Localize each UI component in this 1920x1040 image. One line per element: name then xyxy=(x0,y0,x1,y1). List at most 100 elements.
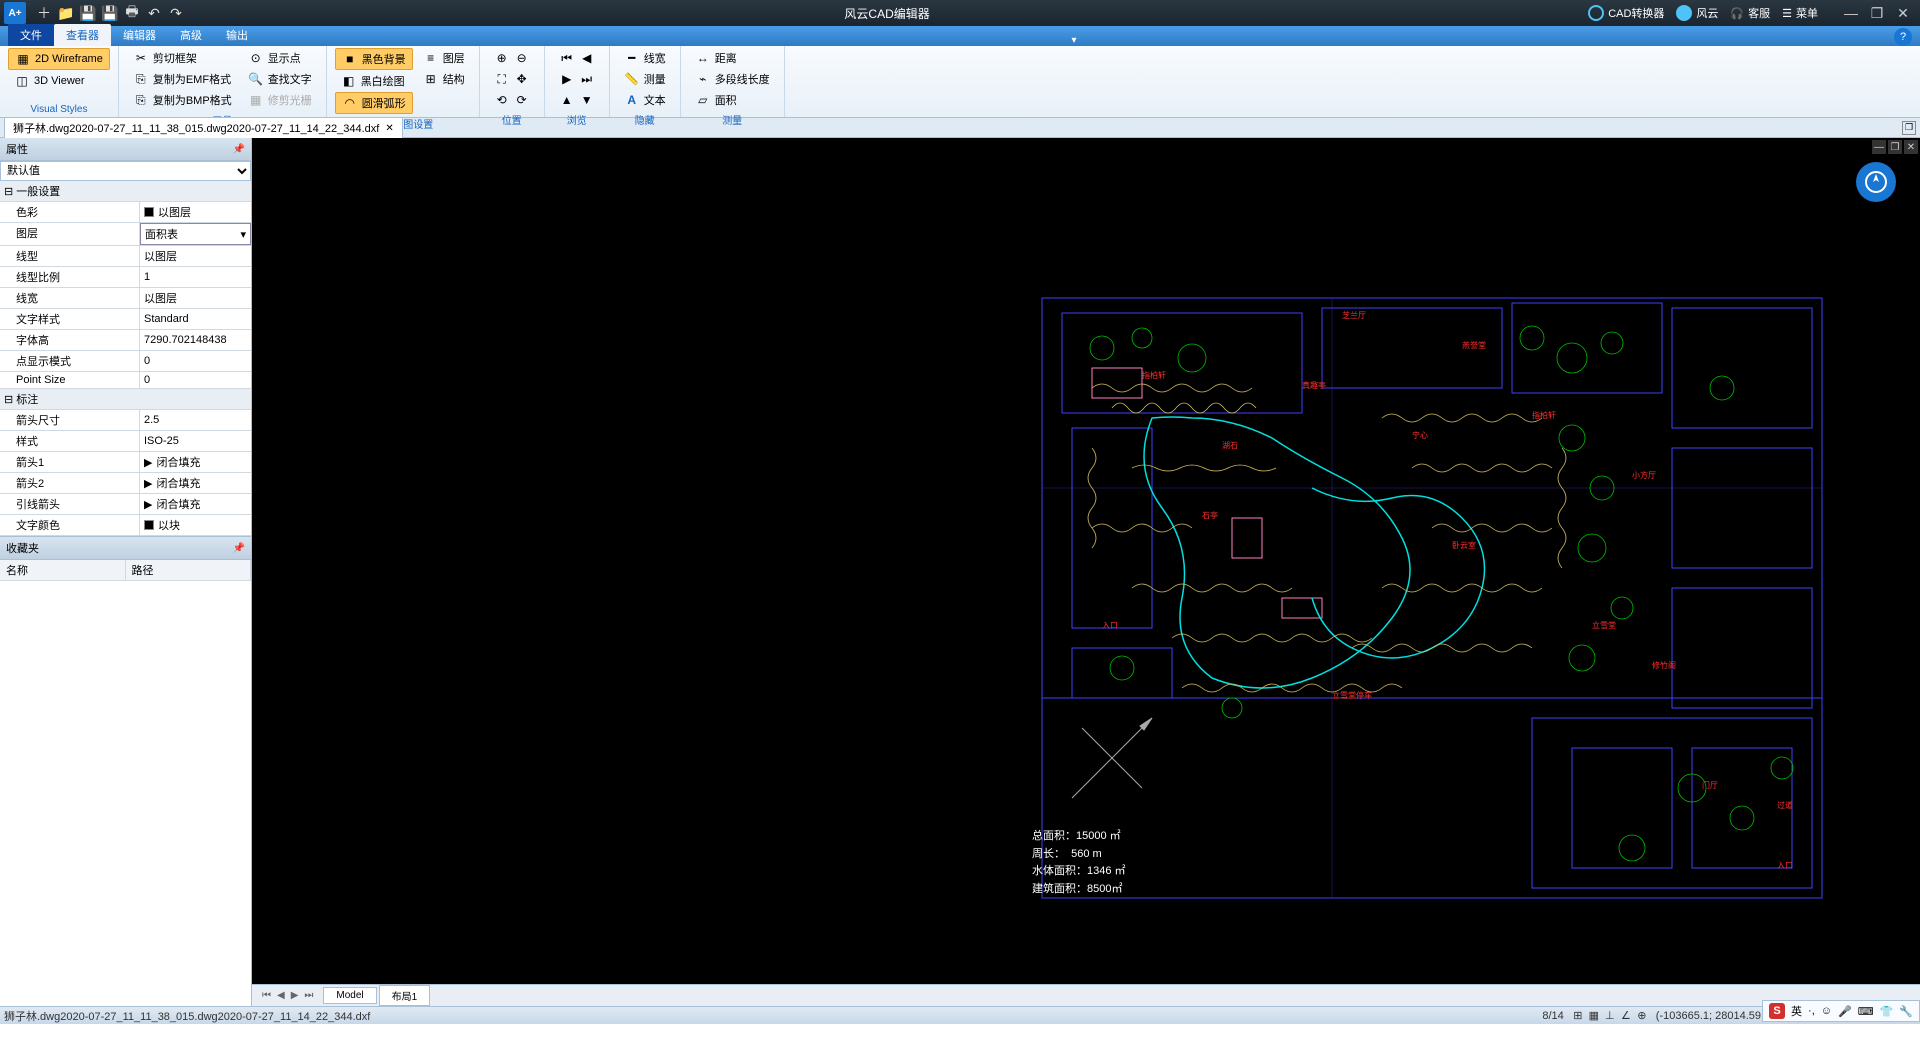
pos-btn-1[interactable]: ⊕⊖ xyxy=(488,48,536,68)
document-tab-close-icon[interactable]: ✕ xyxy=(385,123,393,134)
cad-converter-button[interactable]: CAD转换器 xyxy=(1588,5,1664,21)
color-swatch xyxy=(144,207,154,217)
tab-advanced[interactable]: 高级 xyxy=(168,24,214,46)
ribbon-collapse-caret-icon[interactable]: ▾ xyxy=(1071,35,1076,46)
qat-print-icon[interactable]: 🖶 xyxy=(122,3,142,23)
menu-label: 菜单 xyxy=(1796,5,1818,21)
model-tab[interactable]: Model xyxy=(323,987,376,1004)
default-value-select[interactable]: 默认值 xyxy=(0,161,251,181)
qat-undo-icon[interactable]: ↶ xyxy=(144,3,164,23)
arrow-icon: ▶ xyxy=(144,498,152,511)
chevron-down-icon[interactable]: ▾ xyxy=(240,228,246,241)
angle-icon[interactable]: ∠ xyxy=(1618,1008,1634,1024)
prop-leader[interactable]: 引线箭头▶闭合填充 xyxy=(0,494,251,515)
nav-prev-icon[interactable]: ◀ xyxy=(275,990,287,1001)
qat-open-icon[interactable]: 📁 xyxy=(56,3,76,23)
document-tab[interactable]: 狮子林.dwg2020-07-27_11_11_38_015.dwg2020-0… xyxy=(4,117,403,138)
maximize-button[interactable]: ❐ xyxy=(1868,4,1886,22)
trim-raster-button[interactable]: ▦修剪光栅 xyxy=(242,90,318,110)
find-text-button[interactable]: 🔍查找文字 xyxy=(242,69,318,89)
menu-button[interactable]: ☰菜单 xyxy=(1782,5,1818,21)
prop-ltscale[interactable]: 线型比例1 xyxy=(0,267,251,288)
tab-viewer[interactable]: 查看器 xyxy=(54,24,111,46)
tab-file[interactable]: 文件 xyxy=(8,24,54,46)
nav-first-icon[interactable]: ⏮ xyxy=(260,990,273,1001)
smooth-arc-button[interactable]: ◠圆滑弧形 xyxy=(335,92,413,114)
restore-down-icon[interactable]: ❐ xyxy=(1902,121,1916,135)
layout-tab[interactable]: 布局1 xyxy=(379,985,431,1006)
area-button[interactable]: ▱面积 xyxy=(689,90,776,110)
copy-bmp-button[interactable]: ⎘复制为BMP格式 xyxy=(127,90,238,110)
pin-icon[interactable]: 📌 xyxy=(233,543,245,554)
black-bg-button[interactable]: ■黑色背景 xyxy=(335,48,413,70)
prop-dimstyle[interactable]: 样式ISO-25 xyxy=(0,431,251,452)
canvas-max-icon[interactable]: ❐ xyxy=(1888,140,1902,154)
prop-pointsize[interactable]: Point Size0 xyxy=(0,372,251,389)
browse-btn-2[interactable]: ▶⏭ xyxy=(553,69,601,89)
prop-color[interactable]: 色彩以图层 xyxy=(0,202,251,223)
view-cube-button[interactable] xyxy=(1856,162,1896,202)
snap-icon[interactable]: ⊞ xyxy=(1570,1008,1586,1024)
ime-voice-icon[interactable]: 🎤 xyxy=(1838,1005,1852,1018)
pos-btn-3[interactable]: ⟲⟳ xyxy=(488,90,536,110)
qat-saveall-icon[interactable]: 💾 xyxy=(100,3,120,23)
section-general[interactable]: ⊟ 一般设置 xyxy=(0,181,251,202)
browse-btn-3[interactable]: ▲▼ xyxy=(553,90,601,110)
qat-new-icon[interactable]: ＋ xyxy=(34,3,54,23)
ime-logo-icon[interactable]: S xyxy=(1769,1003,1785,1019)
locate-icon[interactable]: ⊕ xyxy=(1634,1008,1650,1024)
nav-next-icon[interactable]: ▶ xyxy=(289,990,301,1001)
struct-button[interactable]: ⊞结构 xyxy=(417,69,471,89)
group-label-measure: 测量 xyxy=(689,110,776,129)
section-dimension[interactable]: ⊟ 标注 xyxy=(0,389,251,410)
ime-settings-icon[interactable]: 🔧 xyxy=(1899,1005,1913,1018)
bw-draw-button[interactable]: ◧黑白绘图 xyxy=(335,71,413,91)
help-button[interactable]: ? xyxy=(1894,28,1912,46)
prop-arrow1[interactable]: 箭头1▶闭合填充 xyxy=(0,452,251,473)
prop-textcolor[interactable]: 文字颜色以块 xyxy=(0,515,251,536)
wireframe-button[interactable]: ▦2D Wireframe xyxy=(8,48,110,70)
close-button[interactable]: ✕ xyxy=(1894,4,1912,22)
nav-last-icon[interactable]: ⏭ xyxy=(302,990,315,1001)
tab-output[interactable]: 输出 xyxy=(214,24,260,46)
prop-textstyle[interactable]: 文字样式Standard xyxy=(0,309,251,330)
perp-icon[interactable]: ⊥ xyxy=(1602,1008,1618,1024)
ime-keyboard-icon[interactable]: ⌨ xyxy=(1858,1005,1874,1018)
prop-lineweight[interactable]: 线宽以图层 xyxy=(0,288,251,309)
canvas[interactable]: — ❐ ✕ xyxy=(252,138,1920,1006)
prop-pointmode[interactable]: 点显示模式0 xyxy=(0,351,251,372)
layer-button[interactable]: ≡图层 xyxy=(417,48,471,68)
measure-button[interactable]: 📏测量 xyxy=(618,69,672,89)
tab-editor[interactable]: 编辑器 xyxy=(111,24,168,46)
canvas-min-icon[interactable]: — xyxy=(1872,140,1886,154)
prop-textheight[interactable]: 字体高7290.702148438 xyxy=(0,330,251,351)
canvas-close-icon[interactable]: ✕ xyxy=(1904,140,1918,154)
pin-icon[interactable]: 📌 xyxy=(233,144,245,155)
linewidth-button[interactable]: ━线宽 xyxy=(618,48,672,68)
ime-emoji-icon[interactable]: ☺ xyxy=(1821,1005,1832,1017)
pos-btn-2[interactable]: ⛶✥ xyxy=(488,69,536,89)
ime-punct-icon[interactable]: ·, xyxy=(1808,1005,1815,1017)
text-button[interactable]: A文本 xyxy=(618,90,672,110)
collapse-icon: ⊟ xyxy=(4,394,13,406)
prop-linetype[interactable]: 线型以图层 xyxy=(0,246,251,267)
copy-emf-button[interactable]: ⎘复制为EMF格式 xyxy=(127,69,238,89)
browse-btn-1[interactable]: ⏮◀ xyxy=(553,48,601,68)
polyline-button[interactable]: ⌁多段线长度 xyxy=(689,69,776,89)
show-point-button[interactable]: ⊙显示点 xyxy=(242,48,318,68)
brand-button[interactable]: 风云 xyxy=(1676,5,1718,21)
qat-save-icon[interactable]: 💾 xyxy=(78,3,98,23)
grid-icon[interactable]: ▦ xyxy=(1586,1008,1602,1024)
ime-toolbar[interactable]: S 英 ·, ☺ 🎤 ⌨ 👕 🔧 xyxy=(1762,1000,1920,1022)
prop-arrow2[interactable]: 箭头2▶闭合填充 xyxy=(0,473,251,494)
minimize-button[interactable]: — xyxy=(1842,4,1860,22)
prop-layer[interactable]: 图层面积表▾ xyxy=(0,223,251,246)
distance-button[interactable]: ↔距离 xyxy=(689,48,776,68)
ime-lang[interactable]: 英 xyxy=(1791,1003,1802,1019)
prop-arrowsize[interactable]: 箭头尺寸2.5 xyxy=(0,410,251,431)
ime-skin-icon[interactable]: 👕 xyxy=(1880,1005,1894,1018)
qat-redo-icon[interactable]: ↷ xyxy=(166,3,186,23)
support-button[interactable]: 🎧客服 xyxy=(1730,5,1770,21)
trim-frame-button[interactable]: ✂剪切框架 xyxy=(127,48,238,68)
viewer3d-button[interactable]: ◫3D Viewer xyxy=(8,71,110,91)
